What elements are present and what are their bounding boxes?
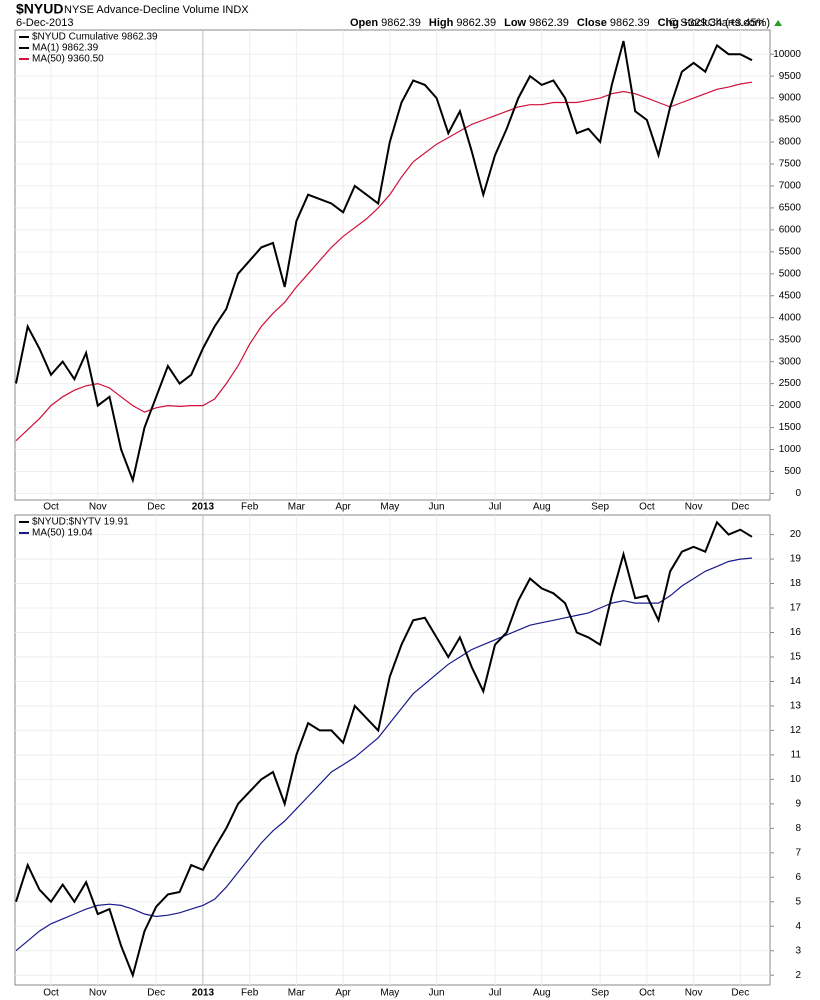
y-tick-label: 2 xyxy=(795,970,801,981)
y-tick-label: 3500 xyxy=(779,334,802,345)
x-tick-label: May xyxy=(380,502,399,513)
x-tick-label: Oct xyxy=(43,502,59,513)
y-tick-label: 9000 xyxy=(779,93,802,104)
plot-area xyxy=(14,514,771,986)
series-line xyxy=(15,40,753,484)
y-tick-label: 6500 xyxy=(779,203,802,214)
x-tick-label: Feb xyxy=(241,502,259,513)
y-tick-label: 12 xyxy=(790,725,802,736)
y-tick-label: 14 xyxy=(790,676,802,687)
x-tick-label: Oct xyxy=(639,988,655,999)
x-tick-label: Mar xyxy=(288,988,306,999)
y-tick-label: 8 xyxy=(795,823,801,834)
y-tick-label: 7 xyxy=(795,847,801,858)
quote-value: +329.34 (+3.45%) xyxy=(682,17,770,29)
y-tick-label: 18 xyxy=(790,578,802,589)
y-tick-label: 11 xyxy=(791,750,802,761)
y-tick-label: 6000 xyxy=(779,225,802,236)
y-tick-label: 17 xyxy=(790,603,802,614)
quote-value: 9862.39 xyxy=(381,17,421,29)
y-tick-label: 20 xyxy=(790,529,802,540)
series-line xyxy=(15,520,753,979)
y-tick-label: 4500 xyxy=(779,290,802,301)
x-tick-label: Aug xyxy=(533,502,551,513)
y-tick-label: 4 xyxy=(795,921,801,932)
y-tick-label: 7000 xyxy=(779,181,802,192)
quote-value: 9862.39 xyxy=(529,17,569,29)
date: 6-Dec-2013 xyxy=(16,17,73,29)
y-tick-label: 2500 xyxy=(779,378,802,389)
legend-label: MA(50) 19.04 xyxy=(32,528,93,539)
y-tick-label: 10 xyxy=(790,774,802,785)
series-line xyxy=(15,557,753,952)
x-tick-label: Sep xyxy=(591,502,609,513)
x-tick-label: May xyxy=(380,988,399,999)
series-line xyxy=(15,81,753,442)
plot-area xyxy=(14,29,771,501)
y-tick-label: 9 xyxy=(795,798,801,809)
y-tick-label: 0 xyxy=(795,488,801,499)
quote-label: Open xyxy=(350,17,378,29)
x-tick-label: Apr xyxy=(335,502,351,513)
symbol: $NYUD xyxy=(16,1,63,17)
y-tick-label: 1500 xyxy=(779,422,802,433)
quote-label: Close xyxy=(577,17,607,29)
y-tick-label: 8500 xyxy=(779,115,802,126)
quote: Open 9862.39 High 9862.39 Low 9862.39 Close 986… xyxy=(350,17,770,29)
x-tick-label: Apr xyxy=(335,988,351,999)
y-tick-label: 1000 xyxy=(779,444,802,455)
x-tick-label: Nov xyxy=(89,988,107,999)
y-tick-label: 5 xyxy=(795,896,801,907)
x-tick-label: Oct xyxy=(43,988,59,999)
x-tick-label: Jul xyxy=(489,502,502,513)
y-tick-label: 13 xyxy=(790,701,802,712)
y-tick-label: 9500 xyxy=(779,71,802,82)
legend-label: MA(50) 9360.50 xyxy=(32,54,104,65)
x-tick-label: Dec xyxy=(731,988,749,999)
quote-label: High xyxy=(429,17,454,29)
x-tick-label: Dec xyxy=(147,988,165,999)
legend-label: $NYUD:$NYTV 19.91 xyxy=(32,517,129,528)
x-tick-label: Nov xyxy=(89,502,107,513)
y-tick-label: 10000 xyxy=(773,49,801,60)
quote-value: 9862.39 xyxy=(456,17,496,29)
x-tick-label: Nov xyxy=(685,502,703,513)
y-tick-label: 3000 xyxy=(779,356,802,367)
y-tick-label: 8000 xyxy=(779,137,802,148)
y-tick-label: 500 xyxy=(784,466,801,477)
x-tick-label: Jun xyxy=(429,988,445,999)
quote-label: Chg xyxy=(658,17,679,29)
credit: © StockCharts.com xyxy=(669,17,764,29)
x-tick-label: Sep xyxy=(591,988,609,999)
x-tick-label: Jun xyxy=(429,502,445,513)
y-tick-label: 15 xyxy=(790,652,802,663)
y-tick-label: 19 xyxy=(790,554,802,565)
y-tick-label: 6 xyxy=(795,872,801,883)
x-tick-label: Dec xyxy=(731,502,749,513)
legend-label: MA(1) 9862.39 xyxy=(32,43,99,54)
x-tick-label: Feb xyxy=(241,988,259,999)
y-tick-label: 5000 xyxy=(779,268,802,279)
quote-label: Low xyxy=(504,17,526,29)
y-tick-label: 16 xyxy=(790,627,802,638)
x-tick-label: Nov xyxy=(685,988,703,999)
y-tick-label: 3 xyxy=(795,945,801,956)
x-tick-label: Oct xyxy=(639,502,655,513)
x-tick-label: 2013 xyxy=(192,502,215,513)
x-tick-label: Aug xyxy=(533,988,551,999)
y-tick-label: 2000 xyxy=(779,400,802,411)
quote-value: 9862.39 xyxy=(610,17,650,29)
x-tick-label: Mar xyxy=(288,502,306,513)
x-tick-label: Jul xyxy=(489,988,502,999)
y-tick-label: 4000 xyxy=(779,312,802,323)
x-tick-label: Dec xyxy=(147,502,165,513)
change-arrow xyxy=(774,20,783,26)
y-tick-label: 7500 xyxy=(779,159,802,170)
legend-label: $NYUD Cumulative 9862.39 xyxy=(32,32,158,43)
x-tick-label: 2013 xyxy=(192,988,215,999)
y-tick-label: 5500 xyxy=(779,246,802,257)
description: NYSE Advance-Decline Volume INDX xyxy=(64,4,249,16)
